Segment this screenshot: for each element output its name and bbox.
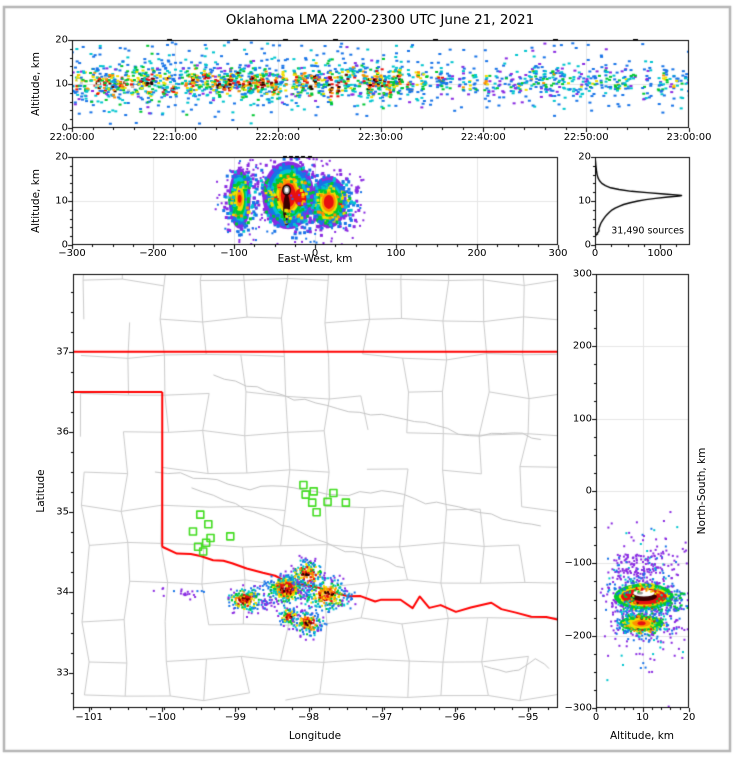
map-x-tick-label: −100 <box>148 712 176 723</box>
north-south-y-tick-label: 100 <box>572 413 592 425</box>
north-south-x-tick-label: 0 <box>592 712 600 723</box>
axis-label-north-south: North-South, km <box>696 447 708 535</box>
east-west-x-tick-label: −200 <box>139 248 167 259</box>
time-x-tick-label: 22:50:00 <box>563 132 609 143</box>
north-south-y-tick-label: 0 <box>585 485 592 497</box>
source-count-annotation: 31,490 sources <box>611 225 684 237</box>
north-south-y-tick-label: −300 <box>564 702 592 714</box>
east-west-y-tick-label: 0 <box>61 239 68 251</box>
histogram-x-tick-label: 1000 <box>647 248 673 259</box>
map-y-tick-label: 35 <box>56 506 69 518</box>
map-x-tick-label: −99 <box>224 712 246 723</box>
map-y-tick-label: 36 <box>56 426 69 438</box>
map-y-tick-label: 34 <box>56 586 69 598</box>
time-y-tick-label: 0 <box>61 122 68 134</box>
panel-time-height <box>72 40 689 128</box>
north-south-x-tick-label: 20 <box>682 712 696 723</box>
time-x-tick-label: 22:30:00 <box>358 132 403 143</box>
axis-label-longitude: Longitude <box>288 730 342 742</box>
east-west-x-tick-label: 300 <box>548 248 568 259</box>
axis-label-altitude-ew-panel: Altitude, km <box>30 168 42 234</box>
east-west-y-tick-label: 10 <box>55 195 68 207</box>
panel-east-west-height <box>72 157 558 245</box>
map-x-tick-label: −101 <box>75 712 103 723</box>
north-south-x-tick-label: 10 <box>636 712 649 723</box>
axis-label-altitude-time-panel: Altitude, km <box>30 51 42 117</box>
histogram-y-tick-label: 10 <box>578 195 591 207</box>
map-y-tick-label: 33 <box>56 667 69 679</box>
north-south-y-tick-label: −100 <box>564 557 592 569</box>
north-south-y-tick-label: 200 <box>572 340 592 352</box>
time-y-tick-label: 20 <box>55 34 68 46</box>
time-x-tick-label: 22:00:00 <box>49 132 95 143</box>
time-x-tick-label: 22:10:00 <box>152 132 198 143</box>
east-west-x-tick-label: 200 <box>467 248 487 259</box>
axis-label-east-west: East-West, km <box>277 253 353 265</box>
histogram-x-tick-label: 0 <box>591 248 599 259</box>
panel-north-south-height <box>596 274 689 708</box>
map-x-tick-label: −96 <box>444 712 466 723</box>
map-x-tick-label: −98 <box>297 712 320 723</box>
time-x-tick-label: 22:40:00 <box>460 132 506 143</box>
time-y-tick-label: 10 <box>55 78 68 90</box>
east-west-x-tick-label: 100 <box>386 248 406 259</box>
time-x-tick-label: 22:20:00 <box>255 132 301 143</box>
axis-label-latitude: Latitude <box>35 469 47 513</box>
map-x-tick-label: −97 <box>371 712 393 723</box>
east-west-x-tick-label: 0 <box>311 248 319 259</box>
panel-altitude-histogram <box>595 157 690 245</box>
east-west-x-tick-label: −100 <box>220 248 248 259</box>
map-x-tick-label: −95 <box>517 712 539 723</box>
north-south-y-tick-label: −200 <box>564 630 592 642</box>
panel-plan-view-map <box>73 274 558 708</box>
north-south-y-tick-label: 300 <box>572 268 592 280</box>
east-west-y-tick-label: 20 <box>55 151 68 163</box>
east-west-x-tick-label: −300 <box>58 248 86 259</box>
axis-label-altitude-ns-panel: Altitude, km <box>609 730 675 742</box>
histogram-y-tick-label: 20 <box>578 151 591 163</box>
map-y-tick-label: 37 <box>56 346 69 358</box>
time-x-tick-label: 23:00:00 <box>666 132 712 143</box>
figure-title: Oklahoma LMA 2200-2300 UTC June 21, 2021 <box>225 12 535 28</box>
histogram-y-tick-label: 0 <box>584 239 591 251</box>
